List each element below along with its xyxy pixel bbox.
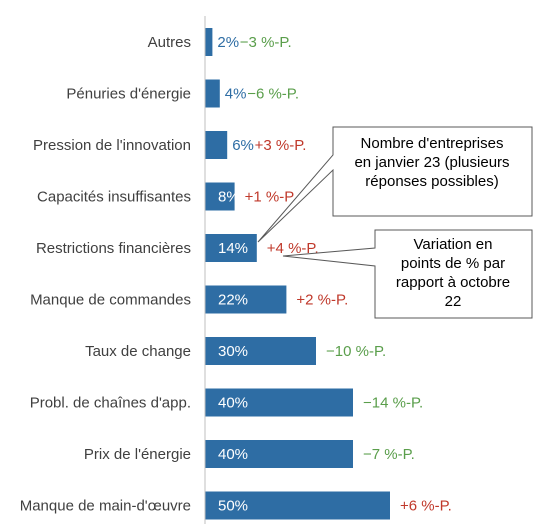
category-label-4: Restrictions financières — [36, 240, 191, 257]
value-label-5: 22% — [218, 292, 248, 309]
category-label-1: Pénuries d'énergie — [66, 86, 191, 103]
change-label-2: +3 %-P. — [255, 137, 307, 154]
change-label-9: +6 %-P. — [400, 498, 452, 515]
change-label-1: −6 %-P. — [247, 86, 299, 103]
bar-1 — [205, 79, 220, 108]
change-label-4: +4 %-P. — [267, 240, 319, 257]
callout-share-line-1: Nombre d'entreprises — [361, 135, 504, 152]
change-label-8: −7 %-P. — [363, 446, 415, 463]
callout-share-line-3: réponses possibles) — [365, 173, 498, 190]
value-label-1: 4% — [225, 86, 247, 103]
bar-7 — [205, 388, 353, 417]
callout-change-line-2: points de % par — [401, 255, 505, 272]
labels-group: Autres 2% −3 %-P. Pénuries d'énergie 4% −6 %-… — [20, 34, 452, 515]
value-label-9: 50% — [218, 498, 248, 515]
bar-0 — [205, 28, 213, 56]
bar-9 — [205, 491, 390, 520]
bar-4 — [205, 234, 257, 262]
category-label-6: Taux de change — [85, 343, 191, 360]
change-label-3: +1 %-P. — [245, 189, 297, 206]
change-label-0: −3 %-P. — [240, 34, 292, 51]
callout-change-line-4: 22 — [445, 293, 462, 310]
callout-share-line-2: en janvier 23 (plusieurs — [354, 154, 509, 171]
value-label-7: 40% — [218, 395, 248, 412]
value-label-3: 8% — [218, 189, 240, 206]
category-label-2: Pression de l'innovation — [33, 137, 191, 154]
category-label-0: Autres — [148, 34, 191, 51]
callout-share: Nombre d'entreprises en janvier 23 (plus… — [257, 126, 533, 243]
value-label-8: 40% — [218, 446, 248, 463]
callout-change: Variation en points de % par rapport à o… — [282, 229, 533, 319]
category-label-3: Capacités insuffisantes — [37, 189, 191, 206]
bar-8 — [205, 440, 353, 468]
bar-3 — [205, 182, 235, 211]
category-label-9: Manque de main-d'œuvre — [20, 498, 191, 515]
bar-2 — [205, 131, 228, 159]
change-label-5: +2 %-P. — [296, 292, 348, 309]
category-label-5: Manque de commandes — [30, 292, 191, 309]
bars-group — [205, 28, 390, 520]
bar-6 — [205, 337, 316, 365]
callout-change-line-1: Variation en — [414, 236, 493, 253]
value-label-6: 30% — [218, 343, 248, 360]
value-label-0: 2% — [217, 34, 239, 51]
change-label-7: −14 %-P. — [363, 395, 423, 412]
category-label-7: Probl. de chaînes d'app. — [30, 395, 191, 412]
value-label-2: 6% — [232, 137, 254, 154]
bar-5 — [205, 285, 287, 314]
value-label-4: 14% — [218, 240, 248, 257]
callout-change-line-3: rapport à octobre — [396, 274, 510, 291]
change-label-6: −10 %-P. — [326, 343, 386, 360]
category-label-8: Prix de l'énergie — [84, 446, 191, 463]
callout-share-box — [257, 126, 533, 243]
callout-change-box — [282, 229, 533, 319]
